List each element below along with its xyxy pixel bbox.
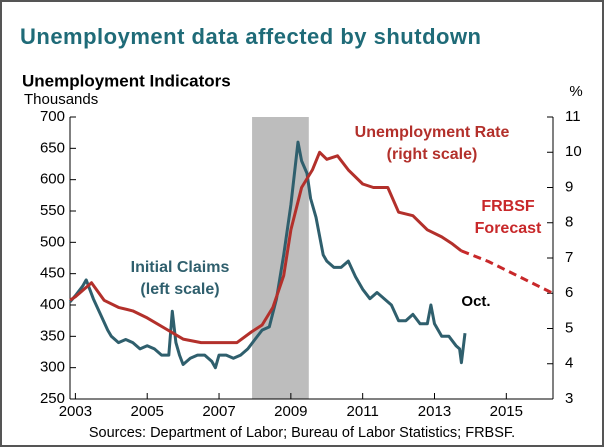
- x-tick-label: 2007: [202, 403, 235, 420]
- x-tick-label: 2003: [59, 403, 92, 420]
- series-line: [68, 140, 467, 370]
- series-line: [69, 150, 463, 345]
- series-label: FRBSF: [481, 198, 535, 215]
- y-tick-label: 300: [40, 359, 65, 376]
- y2-tick-label: 7: [565, 249, 573, 266]
- y-tick-label: 550: [40, 202, 65, 219]
- chart-subtitle: Unemployment Indicators: [22, 71, 231, 90]
- series-label: Initial Claims: [131, 259, 230, 276]
- y2-tick-label: 5: [565, 319, 573, 336]
- x-tick-label: 2013: [418, 403, 451, 420]
- y-tick-label: 250: [40, 390, 65, 407]
- x-tick-label: 2011: [347, 403, 379, 420]
- chart-title: Unemployment data affected by shutdown: [20, 24, 482, 49]
- y2-tick-label: 8: [565, 214, 573, 231]
- y-tick-label: 400: [40, 296, 65, 313]
- series-label: Forecast: [475, 220, 542, 237]
- y2-tick-label: 3: [565, 390, 573, 407]
- y2-tick-label: 4: [565, 355, 573, 372]
- annotation: Oct.: [461, 293, 490, 310]
- x-tick-label: 2015: [490, 403, 523, 420]
- recession-shade: [252, 117, 309, 399]
- y-tick-label: 700: [40, 108, 65, 125]
- y2-tick-label: 10: [565, 143, 582, 160]
- source: Sources: Department of Labor; Bureau of …: [89, 425, 515, 441]
- x-tick-label: 2009: [274, 403, 307, 420]
- y-tick-label: 600: [40, 171, 65, 188]
- series-label: Unemployment Rate: [355, 124, 510, 141]
- y2-axis-label: %: [569, 83, 582, 100]
- y-tick-label: 650: [40, 139, 65, 156]
- y2-tick-label: 9: [565, 178, 573, 195]
- y2-tick-label: 11: [565, 108, 581, 125]
- y-tick-label: 350: [40, 327, 65, 344]
- y2-tick-label: 6: [565, 284, 573, 301]
- series-label: (left scale): [140, 281, 219, 298]
- series-line: [460, 249, 554, 295]
- y-tick-label: 500: [40, 233, 65, 250]
- series-label: (right scale): [387, 146, 478, 163]
- y-tick-label: 450: [40, 265, 65, 282]
- x-tick-label: 2005: [131, 403, 164, 420]
- y-axis-label: Thousands: [24, 91, 98, 108]
